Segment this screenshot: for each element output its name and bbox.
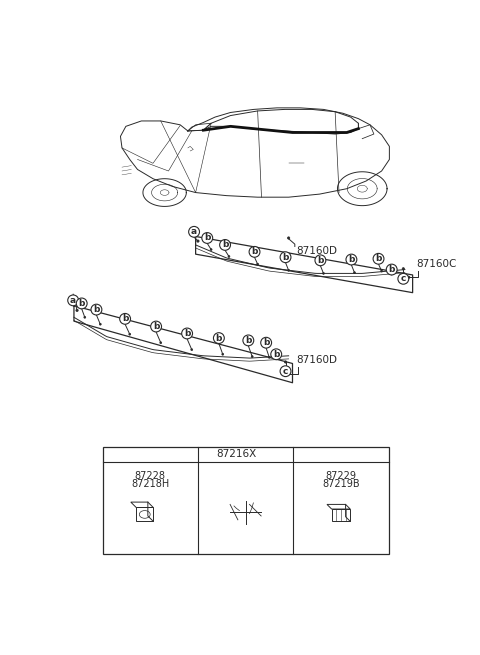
Text: b: b	[205, 450, 211, 459]
Circle shape	[160, 342, 162, 344]
Text: b: b	[348, 255, 355, 264]
Text: c: c	[283, 367, 288, 376]
Text: b: b	[263, 338, 269, 347]
Text: c: c	[300, 450, 306, 459]
Circle shape	[280, 365, 291, 377]
Circle shape	[214, 333, 224, 343]
Text: 87216X: 87216X	[216, 449, 257, 459]
Text: a: a	[109, 450, 116, 459]
Circle shape	[354, 272, 355, 274]
Circle shape	[197, 240, 199, 242]
Text: a: a	[70, 296, 76, 305]
Circle shape	[76, 309, 78, 312]
Circle shape	[288, 269, 289, 271]
Bar	[332, 509, 350, 521]
Text: b: b	[375, 254, 382, 263]
Text: b: b	[216, 333, 222, 343]
Circle shape	[203, 449, 214, 460]
Text: b: b	[252, 248, 258, 256]
Text: 87160D: 87160D	[296, 355, 337, 365]
Circle shape	[284, 361, 287, 363]
Text: a: a	[191, 227, 197, 236]
Circle shape	[99, 324, 101, 325]
Text: b: b	[388, 265, 395, 274]
Circle shape	[386, 264, 397, 275]
Circle shape	[210, 249, 212, 250]
Text: b: b	[153, 322, 159, 331]
Text: b: b	[317, 256, 324, 265]
Circle shape	[315, 255, 326, 266]
Circle shape	[288, 372, 290, 375]
Circle shape	[220, 240, 230, 250]
Text: b: b	[93, 305, 100, 314]
Text: 87219B: 87219B	[322, 479, 360, 489]
Text: 87160D: 87160D	[296, 246, 337, 257]
Text: b: b	[245, 336, 252, 345]
Circle shape	[323, 272, 324, 274]
Circle shape	[381, 270, 383, 272]
Text: b: b	[79, 299, 85, 308]
Circle shape	[249, 246, 260, 257]
Circle shape	[129, 333, 131, 335]
Circle shape	[271, 349, 282, 360]
Circle shape	[298, 449, 309, 460]
Circle shape	[84, 316, 86, 318]
Text: b: b	[204, 233, 210, 242]
Circle shape	[398, 273, 409, 284]
Circle shape	[373, 253, 384, 264]
Bar	[136, 508, 153, 521]
Text: b: b	[282, 253, 288, 262]
Circle shape	[228, 255, 230, 257]
Text: 87228: 87228	[135, 472, 166, 481]
Text: b: b	[184, 329, 190, 338]
Bar	[103, 447, 389, 555]
Text: 87218H: 87218H	[131, 479, 169, 489]
Circle shape	[68, 295, 79, 306]
Circle shape	[151, 321, 162, 332]
Circle shape	[280, 252, 291, 263]
Circle shape	[243, 335, 254, 346]
Circle shape	[257, 263, 259, 265]
Text: b: b	[122, 314, 128, 324]
Circle shape	[251, 356, 253, 358]
Circle shape	[394, 269, 396, 271]
Circle shape	[76, 298, 87, 309]
Circle shape	[408, 276, 410, 278]
Text: b: b	[273, 350, 279, 359]
Text: b: b	[222, 240, 228, 250]
Circle shape	[181, 328, 192, 339]
Circle shape	[202, 233, 213, 244]
Circle shape	[268, 356, 270, 358]
Circle shape	[107, 449, 118, 460]
Circle shape	[288, 237, 290, 239]
Text: 87229: 87229	[325, 472, 357, 481]
Circle shape	[278, 356, 280, 358]
Text: 87160C: 87160C	[417, 259, 457, 269]
Circle shape	[91, 304, 102, 315]
Circle shape	[191, 348, 192, 350]
Circle shape	[189, 227, 200, 237]
Circle shape	[222, 353, 224, 355]
Text: c: c	[401, 274, 406, 284]
Circle shape	[402, 268, 405, 270]
Circle shape	[120, 314, 131, 324]
Circle shape	[346, 254, 357, 265]
Circle shape	[261, 337, 272, 348]
